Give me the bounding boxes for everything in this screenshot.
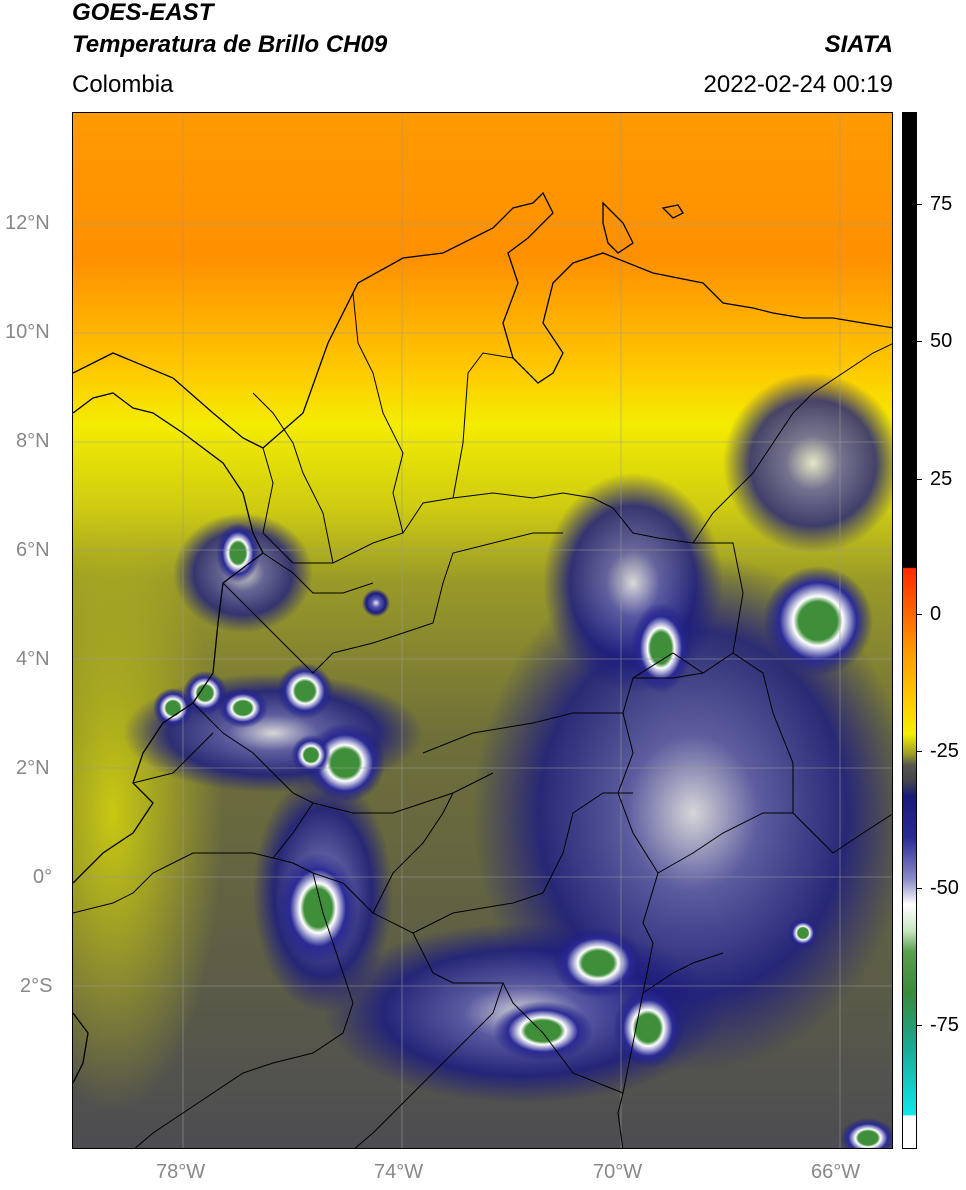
region-label: Colombia (72, 71, 174, 98)
colorbar-label: 0 (930, 603, 942, 625)
lon-label: 78°W (156, 1161, 206, 1183)
convective-core (278, 853, 358, 963)
colorbar-tick (916, 751, 922, 752)
datetime-label: 2022-02-24 00:19 (703, 71, 894, 98)
map-svg (73, 113, 892, 1148)
colorbar-tick (916, 341, 922, 342)
colorbar-label: 50 (930, 330, 953, 352)
convective-core (291, 735, 331, 775)
lat-label: 2°N (16, 757, 50, 779)
convective-core (493, 1001, 593, 1061)
lat-label: 8°N (16, 430, 50, 452)
lon-label: 70°W (593, 1161, 643, 1183)
lat-label: 12°N (5, 212, 50, 234)
graticule (73, 113, 892, 1148)
colorbar-label: 75 (930, 193, 953, 215)
lon-label: 74°W (374, 1161, 424, 1183)
coastlines (73, 191, 892, 1084)
convective-core (840, 1118, 892, 1148)
convective-core (763, 566, 873, 676)
convective-core (218, 688, 268, 728)
colorbar-label: -75 (930, 1014, 959, 1036)
colorbar-tick (916, 204, 922, 205)
product-title: Temperatura de Brillo CH09 (72, 31, 388, 58)
colorbar-label: -25 (930, 740, 959, 762)
colorbar (902, 112, 917, 1149)
convective-core (613, 988, 683, 1068)
convective-core (277, 663, 333, 719)
cloud-field-ne (723, 373, 892, 553)
lat-label: 6°N (16, 539, 50, 561)
colorbar-gradient (903, 113, 916, 1148)
convective-core (153, 688, 193, 728)
convective-core (788, 918, 818, 948)
colorbar-tick (916, 888, 922, 889)
colorbar-svg (903, 113, 916, 1148)
admin-borders (73, 292, 892, 1148)
convective-core (216, 523, 260, 583)
colorbar-label: 25 (930, 468, 953, 490)
convective-core (553, 928, 643, 998)
brightness-temperature-map[interactable] (72, 112, 893, 1149)
lat-label: 0° (33, 866, 53, 888)
convective-core (631, 603, 691, 693)
satellite-title: GOES-EAST (72, 0, 214, 26)
colorbar-tick (916, 614, 922, 615)
yellow-warm-area (73, 513, 223, 1113)
institution-title: SIATA (824, 31, 893, 58)
cloud-cell (362, 589, 390, 617)
lat-label: 10°N (5, 321, 50, 343)
colorbar-tick (916, 479, 922, 480)
lat-label: 2°S (20, 975, 53, 997)
colorbar-tick (916, 1025, 922, 1026)
lon-label: 66°W (811, 1161, 861, 1183)
lat-label: 4°N (16, 648, 50, 670)
colorbar-label: -50 (930, 877, 959, 899)
